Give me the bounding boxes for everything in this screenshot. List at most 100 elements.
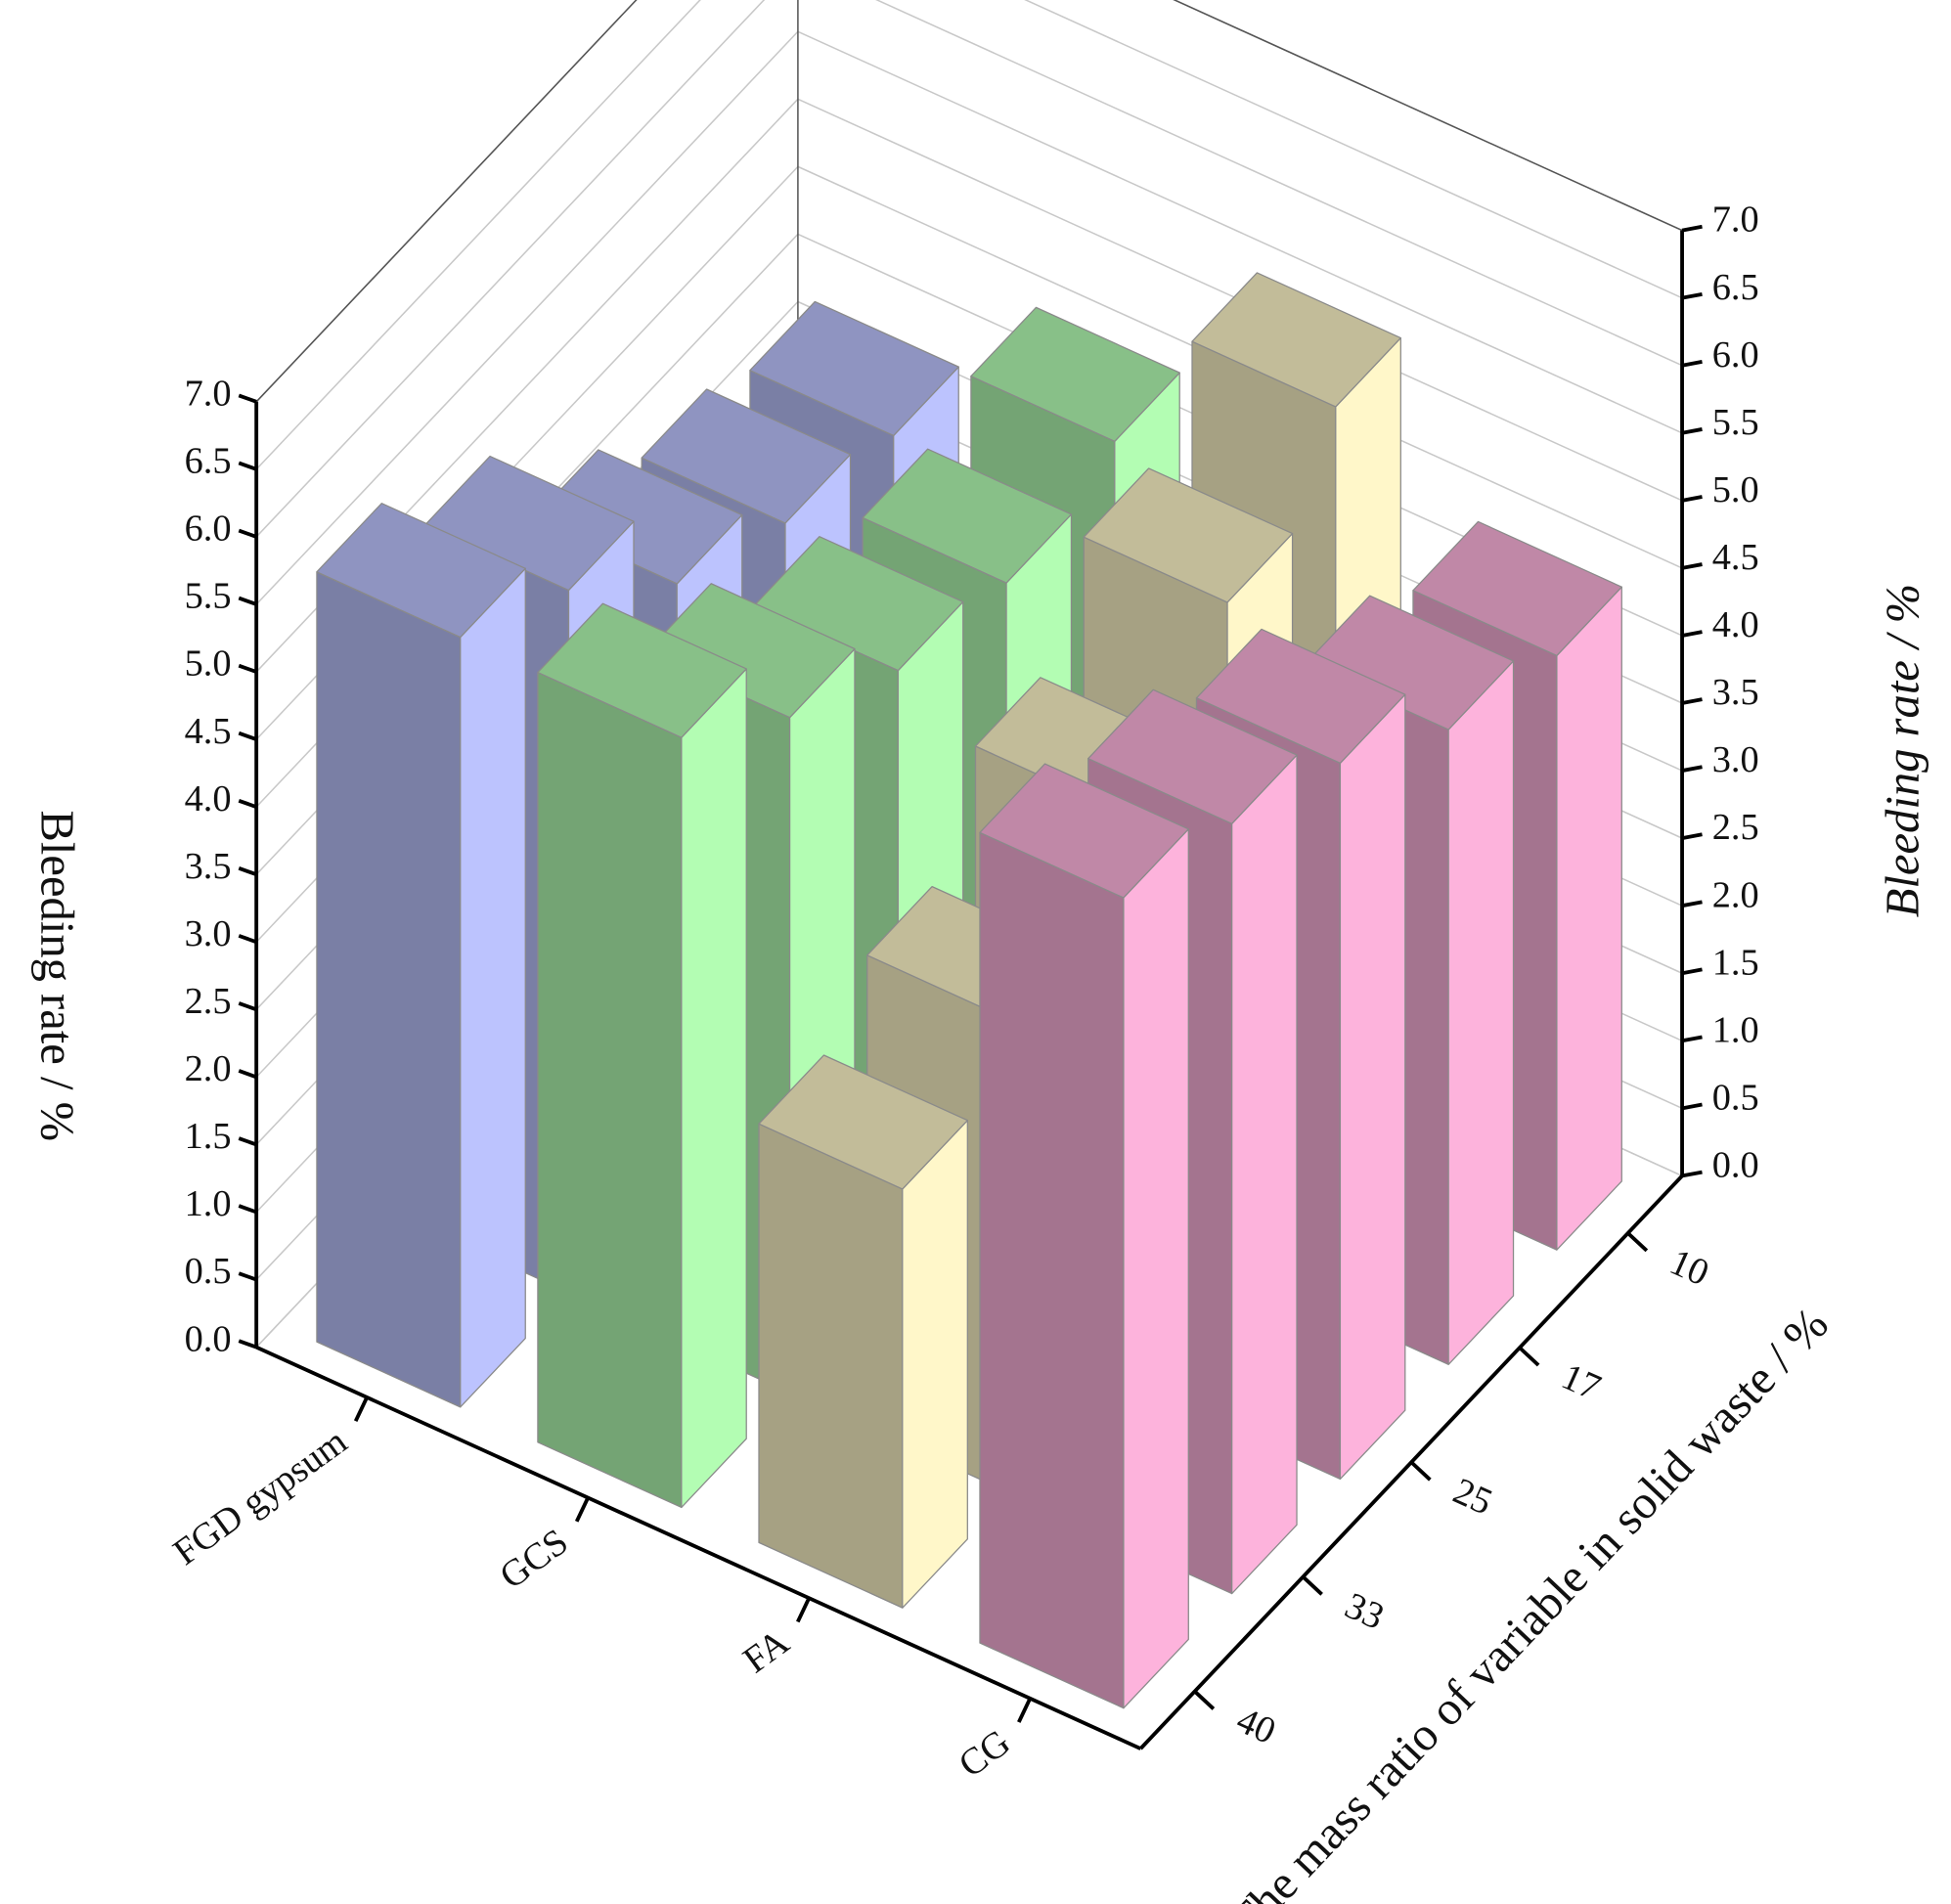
bar-top-face (758, 1054, 968, 1190)
bar-front-face (537, 671, 683, 1509)
y-tick-label-right: 5.0 (1712, 469, 1759, 510)
y-tick-right (1681, 562, 1703, 570)
bar-front-face (758, 1123, 904, 1609)
y-tick (238, 1271, 257, 1282)
grid-line (255, 0, 638, 403)
y-tick-right (1681, 291, 1703, 300)
bar-side-face (681, 668, 747, 1509)
y-tick (238, 866, 257, 877)
y-axis-title-right: Bleeding rate / % (1876, 584, 1929, 917)
y-tick-label-right: 3.5 (1712, 672, 1759, 713)
category-tick (1017, 1697, 1033, 1723)
ratio-tick (1626, 1231, 1649, 1253)
y-tick-label-right: 7.0 (1712, 199, 1759, 241)
y-tick (238, 461, 257, 471)
y-tick-label: 3.0 (185, 913, 232, 954)
y-tick (238, 1069, 257, 1080)
y-tick (238, 596, 257, 606)
y-tick-right (1681, 967, 1703, 976)
y-tick-label-right: 2.5 (1712, 807, 1759, 848)
grid-line (255, 30, 799, 605)
bar-top-face (1087, 688, 1298, 824)
grid-line (255, 0, 766, 538)
y-tick-label-right: 4.5 (1712, 537, 1759, 578)
category-label: FA (736, 1621, 797, 1681)
y-tick-label: 5.5 (185, 576, 232, 617)
bar-side-face (460, 567, 526, 1408)
y-tick-label: 0.0 (185, 1318, 232, 1359)
y-tick (238, 1001, 257, 1012)
y-tick-label: 7.0 (185, 373, 232, 414)
bar-front-face (316, 571, 462, 1408)
y-tick-label: 6.5 (185, 441, 232, 482)
bar-side-face (902, 1119, 968, 1609)
y-tick-label: 6.0 (185, 509, 232, 550)
box-edge (255, 0, 638, 403)
category-label: CG (952, 1722, 1018, 1786)
y-tick-label: 4.5 (185, 711, 232, 752)
y-tick (238, 1136, 257, 1147)
ratio-tick (1302, 1575, 1323, 1596)
category-axis (255, 1345, 1142, 1750)
y-tick-right (1681, 495, 1703, 503)
category-label: FGD gypsum (166, 1421, 355, 1573)
y-tick (238, 934, 257, 945)
y-tick-label: 1.0 (185, 1183, 232, 1224)
ratio-tick (1409, 1460, 1432, 1482)
y-tick (238, 731, 257, 741)
grid-line (1173, 0, 1683, 232)
y-tick-label-right: 6.5 (1712, 267, 1759, 308)
y-tick-label-right: 2.0 (1712, 874, 1759, 915)
y-tick-label: 2.0 (185, 1048, 232, 1089)
bar-front-face (979, 831, 1125, 1709)
y-tick (238, 663, 257, 674)
y-tick (238, 1339, 257, 1350)
ratio-label: 17 (1556, 1356, 1607, 1409)
bar-top-face (979, 763, 1189, 899)
grid-line (1024, 0, 1683, 299)
bar-top-face (1195, 628, 1406, 765)
y-tick-right (1681, 832, 1703, 841)
y-tick-right (1681, 224, 1703, 233)
bar-top-face (537, 602, 747, 738)
y-tick-label-right: 0.0 (1712, 1145, 1759, 1186)
y-tick-label: 5.0 (185, 643, 232, 685)
y-tick-label-right: 1.0 (1712, 1009, 1759, 1050)
y-tick-label: 3.5 (185, 846, 232, 887)
bar-side-face (1123, 828, 1189, 1709)
ratio-label: 40 (1230, 1700, 1281, 1752)
y-tick-right (1681, 1170, 1703, 1178)
y-tick-right (1681, 1102, 1703, 1111)
y-tick-right (1681, 697, 1703, 705)
y-tick-label-right: 3.0 (1712, 739, 1759, 780)
bar-top-face (1412, 520, 1622, 657)
category-tick (353, 1396, 369, 1423)
bar-top-face (316, 503, 526, 639)
y-tick-label: 4.0 (185, 778, 232, 819)
y-tick-label-right: 6.0 (1712, 334, 1759, 376)
y-tick-right (1681, 630, 1703, 638)
ratio-tick (1193, 1690, 1216, 1710)
bar-side-face (1339, 693, 1406, 1481)
y-tick-label-right: 4.0 (1712, 604, 1759, 645)
ratio-label: 10 (1663, 1241, 1714, 1294)
bar-side-face (1556, 586, 1622, 1251)
bar-top-face (641, 388, 852, 524)
bar-side-face (1447, 660, 1515, 1365)
y-tick-right (1681, 900, 1703, 908)
y-axis-title: Bleeding rate / % (31, 811, 84, 1142)
y-tick-label-right: 1.5 (1712, 942, 1759, 983)
grid-line (797, 30, 1683, 434)
bar-side-face (1231, 754, 1298, 1595)
ratio-tick (1518, 1346, 1540, 1367)
y-tick (238, 1204, 257, 1215)
bar-top-face (749, 300, 959, 437)
y-tick (238, 528, 257, 539)
y-tick-label-right: 0.5 (1712, 1077, 1759, 1118)
bar-top-face (1191, 272, 1401, 408)
y-tick-label: 0.5 (185, 1251, 232, 1292)
y-tick-right (1681, 359, 1703, 368)
y-tick-right (1681, 427, 1703, 435)
